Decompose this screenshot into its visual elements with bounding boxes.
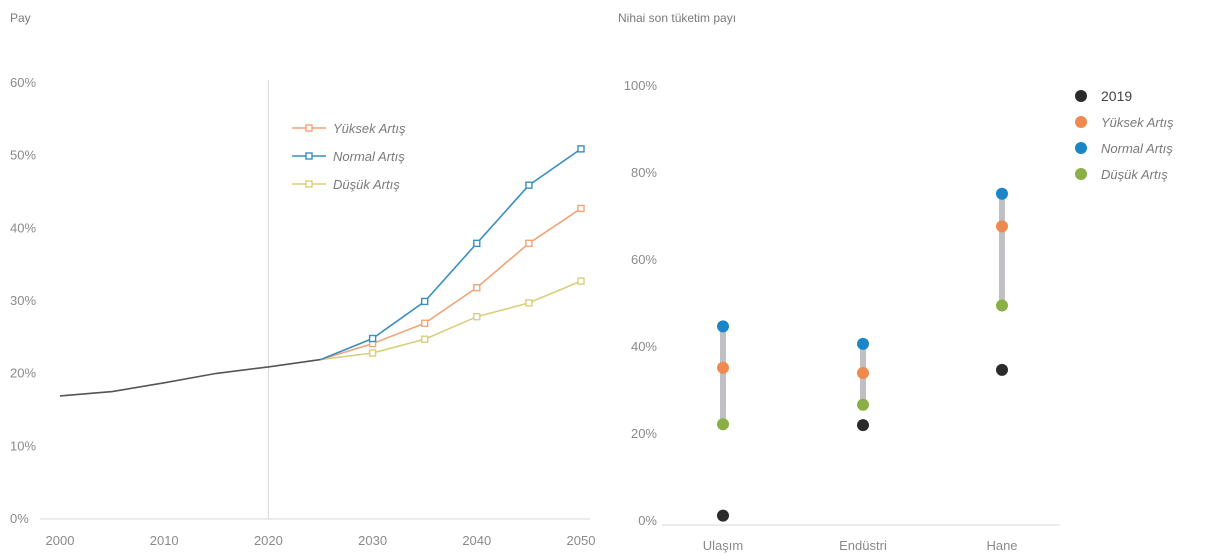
category-label: Endüstri	[839, 538, 887, 553]
dot-chart-legend: 2019 Yüksek Artış Normal Artış Düşük Artış	[1075, 88, 1174, 182]
dot-normal-art	[996, 187, 1008, 200]
series-line	[320, 280, 582, 361]
legend-swatch-dot	[1075, 168, 1087, 180]
line-chart-legend: Yüksek Artış Normal Artış Düşük Artış	[292, 121, 406, 192]
legend-swatch-marker	[305, 180, 313, 188]
y-tick-label: 50%	[10, 148, 36, 163]
category-end-stri	[857, 337, 869, 432]
dot-2019	[857, 419, 869, 432]
legend-swatch-dot	[1075, 116, 1087, 128]
legend-item-y-ksek-art: Yüksek Artış	[1075, 115, 1174, 130]
data-point	[368, 334, 377, 343]
dot-chart-marks	[717, 187, 1008, 522]
data-point	[577, 277, 585, 285]
legend-item-normal-art: Normal Artış	[292, 149, 405, 164]
data-point	[473, 313, 481, 321]
x-tick-label: 2000	[46, 533, 75, 548]
data-point	[525, 299, 533, 307]
data-point	[473, 283, 481, 292]
data-point	[577, 145, 585, 153]
x-tick-label: 2030	[358, 533, 387, 548]
legend-label: Düşük Artış	[333, 177, 400, 192]
data-point	[421, 297, 429, 306]
series-line	[320, 207, 582, 361]
dot-d-k-art	[857, 398, 869, 411]
line-chart-series	[59, 80, 585, 519]
legend-item-y-ksek-art: Yüksek Artış	[292, 121, 406, 136]
category-label: Hane	[986, 538, 1017, 553]
line-chart-x-ticks: 2000 2010 2020 2030 2040 2050	[46, 533, 596, 548]
series-d-k-art	[320, 277, 585, 361]
data-point	[525, 181, 533, 189]
x-tick-label: 2020	[254, 533, 283, 548]
legend-item-normal-art: Normal Artış	[1075, 141, 1173, 156]
dot-y-ksek-art	[996, 220, 1008, 233]
data-point	[577, 204, 585, 213]
legend-item-2019: 2019	[1075, 88, 1132, 104]
y-tick-label: 60%	[10, 75, 36, 90]
y-tick-label: 40%	[10, 220, 36, 235]
category-ula-m	[717, 320, 729, 522]
series-y-ksek-art	[320, 204, 585, 361]
dot-range-chart: Nihai son tüketim payı 0% 20% 40% 60% 80% 100…	[618, 11, 1174, 553]
legend-label: Normal Artış	[333, 149, 405, 164]
legend-label: Yüksek Artış	[333, 121, 406, 136]
x-tick-label: 2040	[462, 533, 491, 548]
y-tick-label: 20%	[10, 366, 36, 381]
legend-label: Düşük Artış	[1101, 167, 1168, 182]
y-tick-label: 0%	[10, 511, 29, 526]
category-hane	[996, 187, 1008, 376]
y-tick-label: 60%	[631, 252, 657, 267]
data-point	[368, 349, 377, 357]
y-tick-label: 40%	[631, 339, 657, 354]
legend-swatch-dot	[1075, 90, 1087, 102]
data-point	[525, 239, 533, 248]
legend-swatch-marker	[305, 152, 313, 160]
data-point	[421, 335, 429, 343]
dot-chart-y-ticks: 0% 20% 40% 60% 80% 100%	[624, 78, 1060, 528]
legend-label: Normal Artış	[1101, 141, 1173, 156]
legend-swatch-dot	[1075, 142, 1087, 154]
dot-y-ksek-art	[857, 366, 869, 379]
historical-line	[59, 358, 321, 397]
y-tick-label: 20%	[631, 426, 657, 441]
legend-label: Yüksek Artış	[1101, 115, 1174, 130]
dot-d-k-art	[717, 418, 729, 431]
series-normal-art	[320, 145, 585, 361]
y-tick-label: 0%	[638, 513, 657, 528]
legend-label: 2019	[1101, 88, 1132, 104]
line-chart: Pay 0% 10% 20% 30% 40% 50% 60% 2000 2010 2020 203…	[10, 11, 595, 548]
dot-chart-x-ticks: Ulaşım Endüstri Hane	[703, 538, 1018, 553]
dot-2019	[717, 509, 729, 522]
y-tick-label: 30%	[10, 293, 36, 308]
dot-chart-ylabel: Nihai son tüketim payı	[618, 11, 736, 25]
data-point	[473, 239, 481, 248]
category-label: Ulaşım	[703, 538, 743, 553]
legend-swatch-marker	[305, 124, 313, 132]
dot-y-ksek-art	[717, 361, 729, 374]
data-point	[421, 319, 429, 327]
y-tick-label: 10%	[10, 438, 36, 453]
y-tick-label: 80%	[631, 165, 657, 180]
y-tick-label: 100%	[624, 78, 658, 93]
series-line	[320, 148, 582, 361]
dot-normal-art	[857, 337, 869, 350]
x-tick-label: 2010	[150, 533, 179, 548]
x-tick-label: 2050	[567, 533, 596, 548]
line-chart-y-ticks: 0% 10% 20% 30% 40% 50% 60%	[10, 75, 590, 526]
legend-item-d-k-art: Düşük Artış	[292, 177, 400, 192]
dot-d-k-art	[996, 299, 1008, 312]
line-chart-ylabel: Pay	[10, 11, 31, 25]
dot-2019	[996, 363, 1008, 376]
dot-normal-art	[717, 320, 729, 333]
legend-item-d-k-art: Düşük Artış	[1075, 167, 1168, 182]
